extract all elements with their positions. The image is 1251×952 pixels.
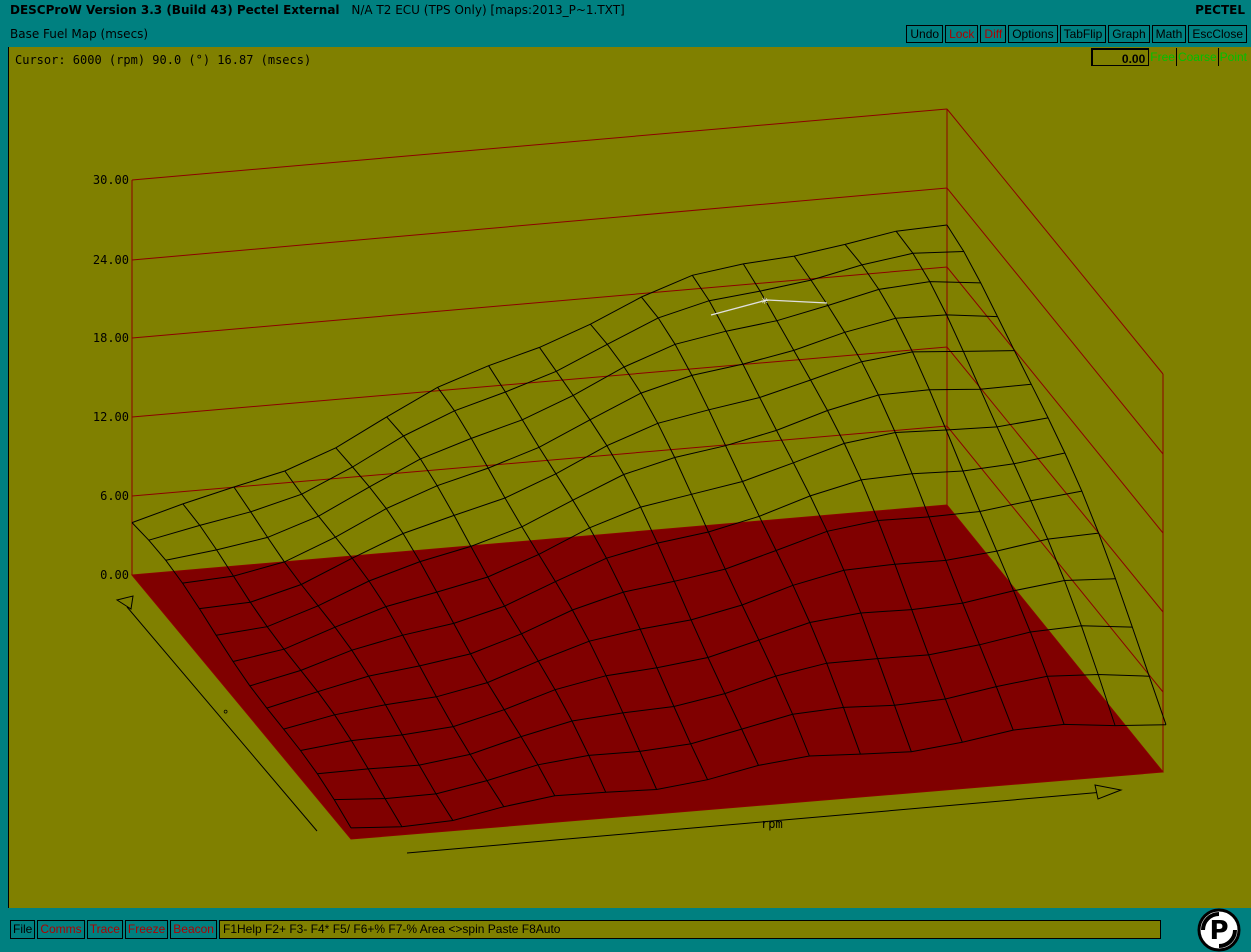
title-bar: DESCProW Version 3.3 (Build 43) Pectel E… [0,0,1251,21]
trace-button[interactable]: Trace [86,919,123,939]
footer-toolbar: File Comms Trace Freeze Beacon F1Help F2… [10,919,1161,939]
mesh-column [895,230,1116,726]
edit-value[interactable]: 0.00 [1091,48,1150,66]
edit-status: 0.00 Free Coarse Point [1091,48,1248,66]
diff-button[interactable]: Diff [980,25,1007,43]
mesh-column [488,365,709,780]
x-axis-label: rpm [761,817,783,831]
map-header: Base Fuel Map (msecs) Undo Lock Diff Opt… [0,21,1251,47]
tick-label: 18.00 [93,331,129,345]
comms-button[interactable]: Comms [37,919,85,939]
surface-mesh [131,224,1167,829]
mesh-column [131,522,352,829]
ecu-file-info: N/A T2 ECU (TPS Only) [maps:2013_P~1.TXT… [351,3,625,17]
app-title: DESCProW Version 3.3 (Build 43) Pectel E… [10,3,340,17]
surface-floor [131,504,1164,840]
mesh-row [131,224,948,524]
cursor-trace [710,299,828,316]
z-tick-labels: 30.00 24.00 18.00 12.00 6.00 0.00 [93,173,129,582]
tick-label: 24.00 [93,253,129,267]
tick-label: 6.00 [100,489,129,503]
mesh-column [182,503,403,828]
map-title: Base Fuel Map (msecs) [10,27,149,41]
z-gridlines [131,108,1164,693]
mesh-column [691,275,912,752]
undo-button[interactable]: Undo [906,25,944,43]
y-axis-label: ° [222,708,229,722]
mesh-column [233,486,454,821]
graph-button[interactable]: Graph [1108,25,1150,43]
pectel-logo-icon: P [1197,908,1241,952]
surface-plot[interactable]: ✳ 30.00 24.00 18.00 12.00 6.00 0.00 ° rp… [9,47,1251,908]
mesh-column [539,347,759,766]
mesh-column [641,296,861,755]
math-button[interactable]: Math [1151,25,1187,43]
mesh-column [386,416,607,793]
tick-label: 0.00 [100,568,129,582]
mesh-column [284,470,505,807]
beacon-button[interactable]: Beacon [170,919,217,939]
mesh-column [437,387,658,790]
file-button[interactable]: File [10,919,36,939]
mesh-row [148,251,964,541]
cursor-readout: Cursor: 6000 (rpm) 90.0 (°) 16.87 (msecs… [15,53,312,67]
mesh-column [844,244,1065,725]
options-button[interactable]: Options [1008,25,1058,43]
freeze-button[interactable]: Freeze [124,919,169,939]
mode-coarse[interactable]: Coarse [1177,48,1219,66]
y-axis-arrow [115,595,318,832]
brand-label: PECTEL [1195,3,1245,17]
mesh-column [335,447,556,797]
mesh-column [590,323,810,757]
svg-text:P: P [1209,916,1228,946]
frame-top-right [946,108,1164,375]
graph-area[interactable]: Cursor: 6000 (rpm) 90.0 (°) 16.87 (msecs… [8,47,1251,908]
cursor-marker-icon: ✳ [761,293,768,307]
mode-free[interactable]: Free [1150,48,1177,66]
footer-bar: File Comms Trace Freeze Beacon F1Help F2… [0,908,1251,952]
mesh-column [793,255,1014,731]
x-axis-arrow [406,784,1123,854]
map-toolbar: Undo Lock Diff Options TabFlip Graph Mat… [906,25,1247,43]
mesh-column [946,224,1167,725]
tick-label: 30.00 [93,173,129,187]
close-button[interactable]: EscClose [1188,25,1247,43]
key-help-line: F1Help F2+ F3- F4* F5/ F6+% F7-% Area <>… [218,919,1161,939]
tabflip-button[interactable]: TabFlip [1059,25,1107,43]
mode-point[interactable]: Point [1219,50,1247,64]
tick-label: 12.00 [93,410,129,424]
lock-button[interactable]: Lock [945,25,979,43]
mesh-column [742,263,963,743]
